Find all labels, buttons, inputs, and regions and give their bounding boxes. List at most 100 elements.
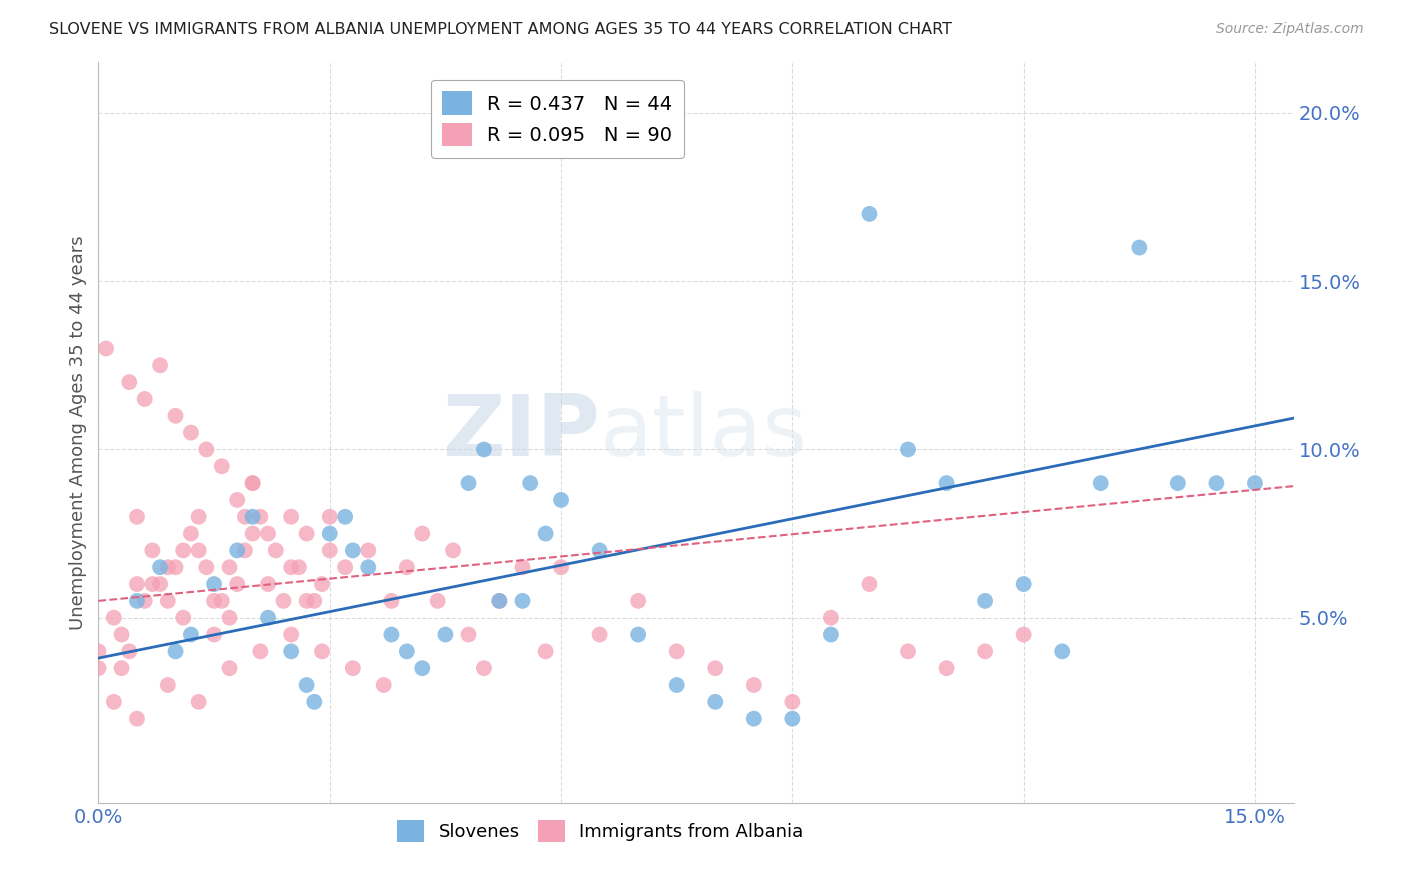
Point bbox=[156, 594, 179, 608]
Point bbox=[195, 560, 218, 574]
Point bbox=[974, 594, 997, 608]
Point bbox=[273, 594, 295, 608]
Point bbox=[472, 661, 495, 675]
Text: Source: ZipAtlas.com: Source: ZipAtlas.com bbox=[1216, 22, 1364, 37]
Point bbox=[534, 644, 557, 658]
Point bbox=[319, 543, 342, 558]
Point bbox=[187, 695, 209, 709]
Text: ZIP: ZIP bbox=[443, 391, 600, 475]
Point bbox=[257, 577, 280, 591]
Point bbox=[134, 594, 156, 608]
Point bbox=[295, 526, 318, 541]
Point bbox=[264, 543, 287, 558]
Point bbox=[665, 644, 688, 658]
Point bbox=[195, 442, 218, 457]
Point bbox=[311, 577, 333, 591]
Point bbox=[280, 560, 302, 574]
Point bbox=[820, 627, 842, 641]
Point bbox=[512, 560, 534, 574]
Point bbox=[1128, 240, 1150, 254]
Point bbox=[304, 594, 326, 608]
Point bbox=[411, 661, 433, 675]
Point bbox=[280, 644, 302, 658]
Point bbox=[488, 594, 510, 608]
Point bbox=[1205, 476, 1227, 491]
Point bbox=[588, 627, 610, 641]
Text: atlas: atlas bbox=[600, 391, 808, 475]
Point bbox=[103, 610, 125, 624]
Point bbox=[110, 627, 132, 641]
Point bbox=[134, 392, 156, 406]
Point bbox=[1244, 476, 1267, 491]
Point bbox=[534, 526, 557, 541]
Point bbox=[550, 560, 572, 574]
Point bbox=[226, 543, 249, 558]
Point bbox=[820, 610, 842, 624]
Point bbox=[202, 594, 225, 608]
Point bbox=[180, 627, 202, 641]
Point bbox=[242, 526, 264, 541]
Point bbox=[295, 594, 318, 608]
Point bbox=[125, 577, 148, 591]
Point bbox=[512, 594, 534, 608]
Point bbox=[935, 661, 957, 675]
Point bbox=[380, 594, 402, 608]
Point bbox=[218, 610, 240, 624]
Point bbox=[156, 560, 179, 574]
Point bbox=[304, 695, 326, 709]
Point bbox=[295, 678, 318, 692]
Point bbox=[319, 526, 342, 541]
Point bbox=[357, 543, 380, 558]
Point bbox=[742, 678, 765, 692]
Point bbox=[202, 627, 225, 641]
Point bbox=[118, 644, 141, 658]
Point bbox=[858, 577, 880, 591]
Point bbox=[141, 577, 163, 591]
Point bbox=[1167, 476, 1189, 491]
Point bbox=[333, 509, 356, 524]
Point bbox=[249, 509, 271, 524]
Point bbox=[704, 695, 727, 709]
Point bbox=[441, 543, 464, 558]
Point bbox=[149, 359, 172, 373]
Point bbox=[395, 560, 418, 574]
Point bbox=[180, 526, 202, 541]
Point bbox=[974, 644, 997, 658]
Point bbox=[211, 594, 233, 608]
Point bbox=[704, 661, 727, 675]
Point bbox=[897, 644, 920, 658]
Point bbox=[141, 543, 163, 558]
Point bbox=[627, 594, 650, 608]
Point bbox=[211, 459, 233, 474]
Point bbox=[165, 644, 187, 658]
Legend: Slovenes, Immigrants from Albania: Slovenes, Immigrants from Albania bbox=[389, 813, 811, 849]
Point bbox=[118, 375, 141, 389]
Point bbox=[125, 509, 148, 524]
Point bbox=[280, 627, 302, 641]
Point bbox=[94, 342, 117, 356]
Point bbox=[333, 560, 356, 574]
Point bbox=[472, 442, 495, 457]
Point bbox=[257, 526, 280, 541]
Point bbox=[457, 627, 479, 641]
Point bbox=[249, 644, 271, 658]
Point bbox=[226, 577, 249, 591]
Point bbox=[125, 712, 148, 726]
Point bbox=[550, 492, 572, 507]
Point bbox=[125, 594, 148, 608]
Point bbox=[519, 476, 541, 491]
Point bbox=[288, 560, 311, 574]
Point bbox=[202, 577, 225, 591]
Point bbox=[87, 661, 110, 675]
Point bbox=[87, 644, 110, 658]
Point bbox=[935, 476, 957, 491]
Point bbox=[782, 712, 804, 726]
Point bbox=[380, 627, 402, 641]
Point bbox=[411, 526, 433, 541]
Point bbox=[1012, 577, 1035, 591]
Point bbox=[395, 644, 418, 658]
Point bbox=[103, 695, 125, 709]
Point bbox=[858, 207, 880, 221]
Point bbox=[233, 509, 256, 524]
Point bbox=[149, 560, 172, 574]
